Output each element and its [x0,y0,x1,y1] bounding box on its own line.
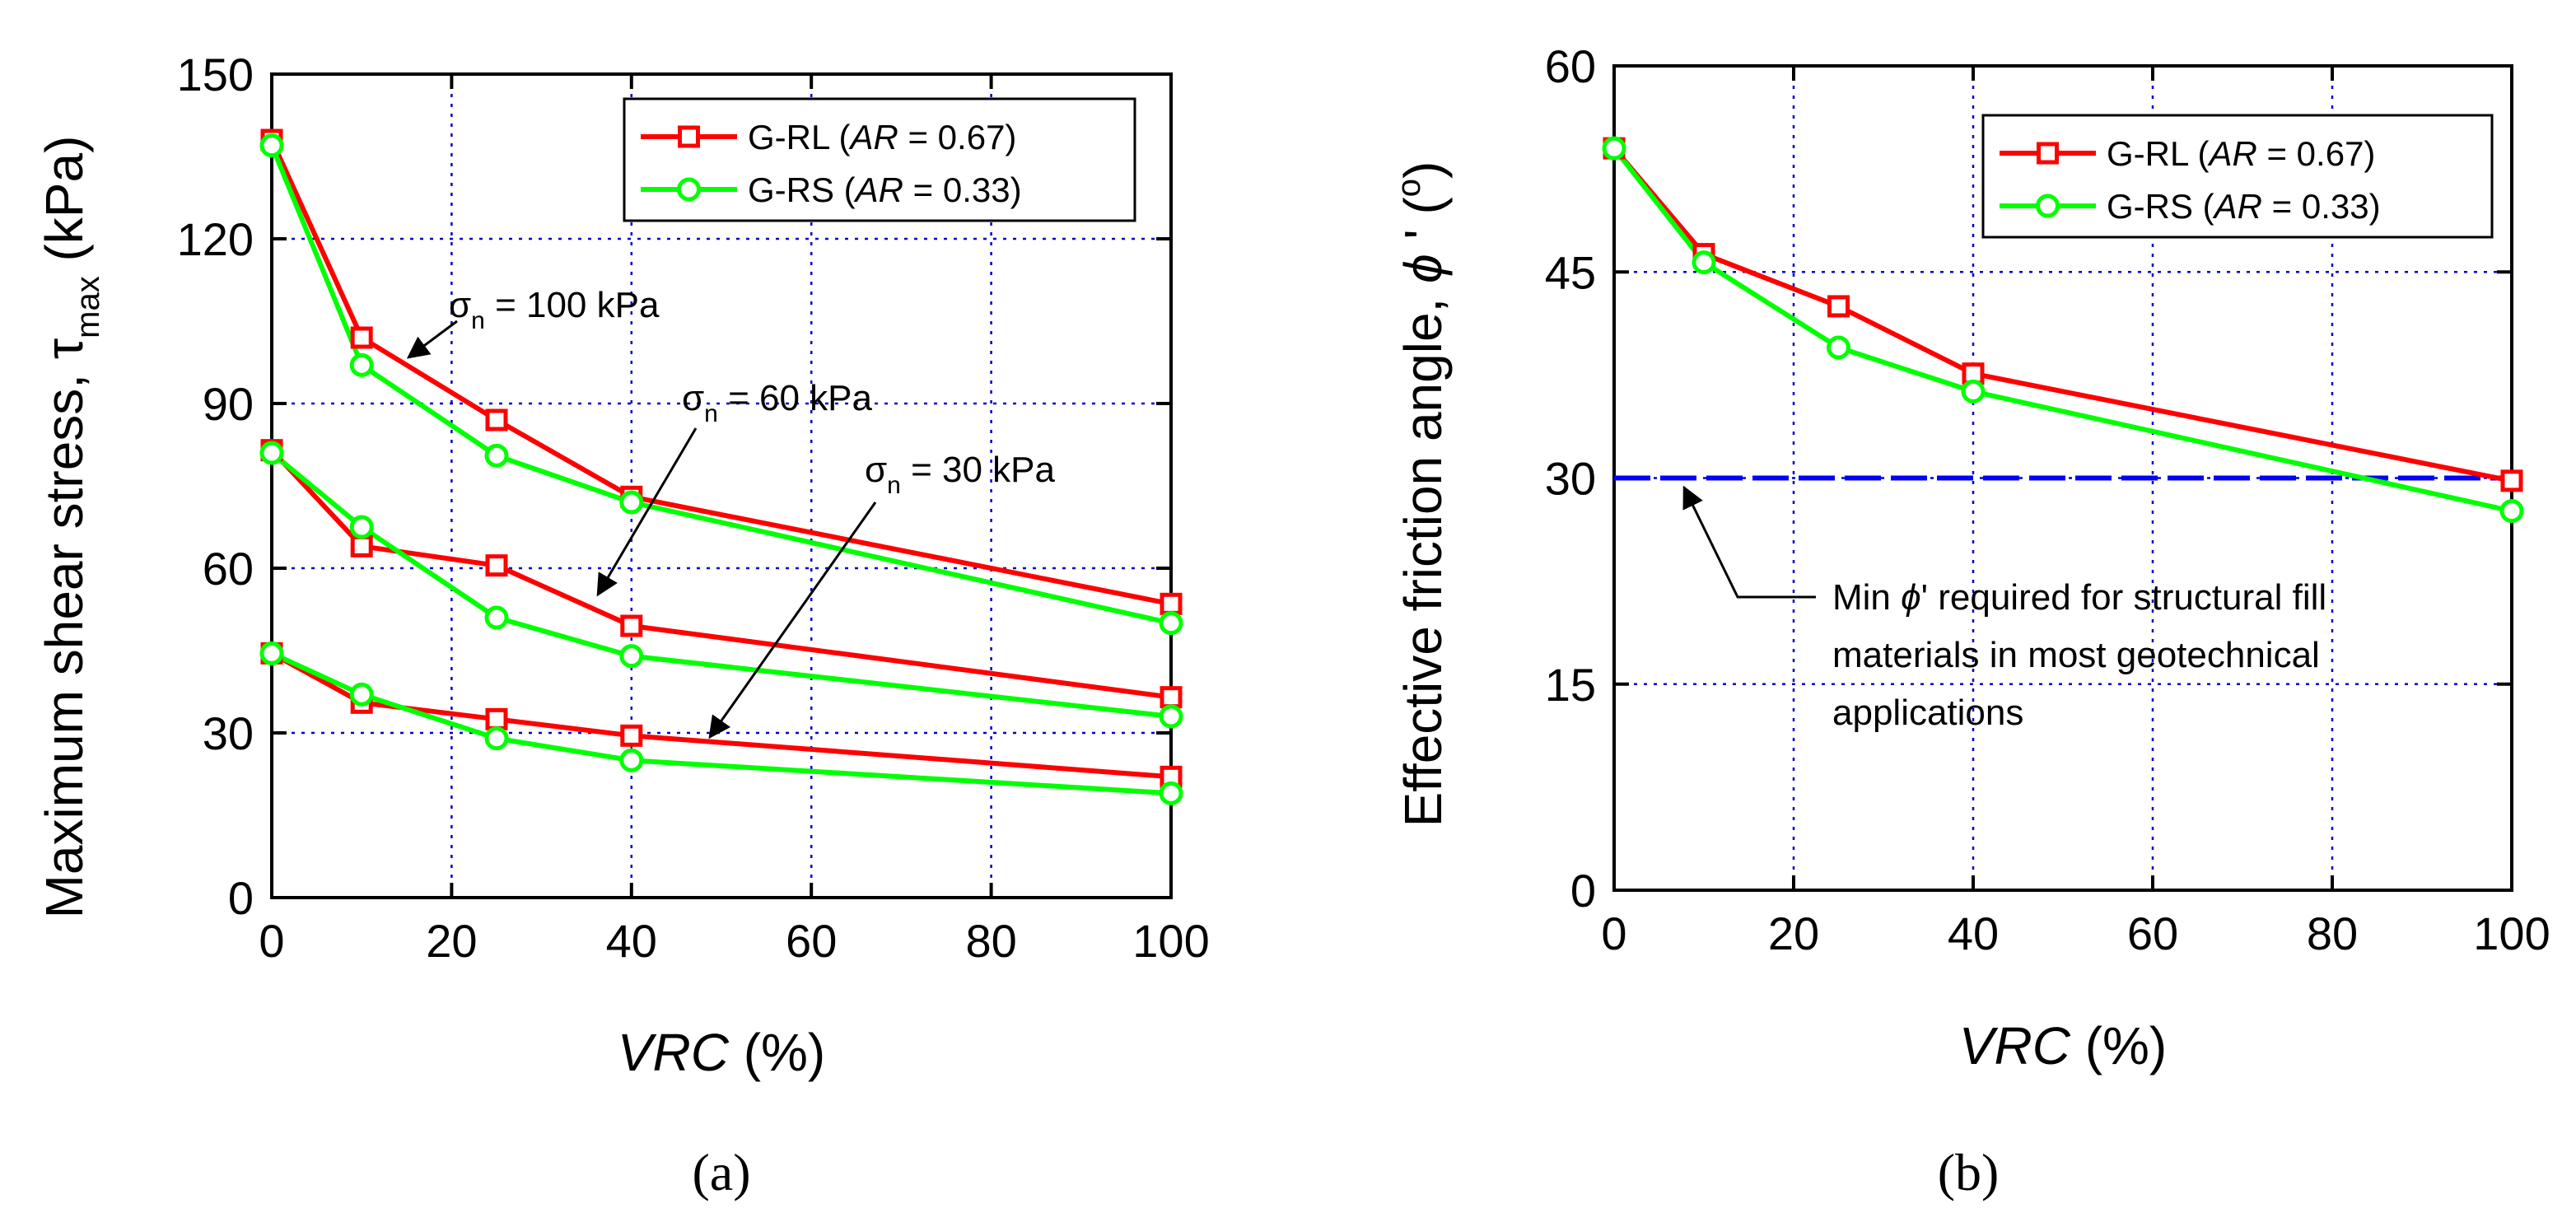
panel-label-a: (a) [692,1143,750,1201]
data-point-circle [619,748,644,772]
data-point-circle [259,441,284,465]
data-point-square [485,707,508,730]
data-point-circle [484,605,509,630]
y-tick-label: 120 [177,213,254,265]
legend-marker-grs-b [2036,194,2060,218]
y-tick-label: 150 [177,49,254,100]
x-tick-label: 100 [2473,907,2550,959]
data-point-circle [1827,335,1850,360]
chart-panel-b: 0 20 40 60 80 100 0 15 30 45 60 G-RL (AR = 0.67) … [1391,40,2550,1201]
legend-label-grl-b: G-RL (AR = 0.67) [2107,134,2375,173]
legend-marker-grl-b [2037,142,2059,165]
series-line-g-rs-5 [270,651,1172,796]
annotation-arrow-60 [596,427,698,597]
data-point-circle [1692,250,1716,275]
series-line-g-rl-4 [270,651,1172,780]
chart-panel-a: 0 20 40 60 80 100 0 30 60 90 120 150 G-RL (AR = 0.… [35,49,1210,1201]
data-point-circle [1961,379,1986,404]
x-tick-label: 80 [965,915,1016,967]
axis-ticks-b [1612,64,2513,892]
series-a [259,128,1183,805]
data-point-circle [349,515,374,539]
y-tick-label: 0 [228,872,254,924]
data-point-square [620,614,643,637]
legend-a: G-RL (AR = 0.67) G-RS (AR = 0.33) [623,97,1136,222]
data-point-circle [484,726,509,751]
legend-marker-grl-a [678,125,700,148]
data-point-square [1827,295,1850,318]
x-axis-title-b: VRC (%) [1959,1016,2167,1075]
x-tick-label: 40 [1948,907,1999,959]
data-point-square [350,534,373,558]
x-tick-labels-b: 0 20 40 60 80 100 [1601,907,2550,959]
data-point-square [1160,686,1183,709]
data-point-circle [2499,499,2524,524]
data-point-circle [1159,781,1183,805]
data-point-square [620,724,643,747]
legend-label-grs-b: G-RS (AR = 0.33) [2107,187,2381,226]
data-point-circle [1159,704,1183,729]
y-tick-label: 30 [203,707,254,759]
data-point-circle [1159,611,1183,636]
x-tick-label: 60 [786,915,837,967]
series-b [1602,136,2524,524]
legend-label-grl-a: G-RL (AR = 0.67) [748,118,1016,156]
y-tick-labels-a: 0 30 60 90 120 150 [177,49,254,924]
y-tick-label: 45 [1545,246,1596,298]
data-point-circle [349,682,374,707]
data-point-square [485,408,508,432]
y-axis-title-b: Effective friction angle, ϕ ' (o) [1391,161,1453,828]
annotation-arrow-100 [406,320,458,359]
annotation-min-phi-line-1: Min ϕ' required for structural fill [1832,577,2326,618]
legend-label-grs-a: G-RS (AR = 0.33) [748,170,1022,209]
y-axis-title-a: Maximum shear stress, τmax (kPa) [35,136,106,919]
x-tick-label: 20 [1768,907,1819,959]
data-point-square [1160,592,1183,615]
data-point-circle [259,133,284,158]
y-tick-label: 0 [1570,865,1596,917]
data-point-circle [349,352,374,377]
data-point-circle [484,443,509,468]
data-point-circle [1602,136,1626,161]
x-tick-label: 0 [259,915,284,967]
y-tick-label: 60 [1545,40,1596,92]
data-point-circle [619,644,644,669]
x-tick-labels-a: 0 20 40 60 80 100 [259,915,1209,967]
annotation-sigma-30: σn = 30 kPa [865,450,1056,499]
annotation-leader-min-phi [1682,485,1816,599]
panel-label-b: (b) [1938,1143,2000,1201]
x-tick-label: 80 [2307,907,2358,959]
legend-b: G-RL (AR = 0.67) G-RS (AR = 0.33) [1981,114,2494,239]
y-tick-label: 60 [203,543,254,595]
data-point-square [2500,469,2523,492]
axis-ticks-a [270,72,1173,899]
legend-box-b [1981,114,2494,239]
y-tick-label: 30 [1545,453,1596,505]
annotation-sigma-100: σn = 100 kPa [449,285,660,334]
plot-area-frame-a [270,72,1173,899]
x-tick-label: 20 [426,915,477,967]
annotation-sigma-60: σn = 60 kPa [682,378,873,427]
legend-marker-grs-a [677,177,701,202]
data-point-circle [259,641,284,665]
annotation-min-phi-line-2: materials in most geotechnical [1832,635,2320,675]
x-tick-label: 0 [1601,907,1626,959]
data-point-circle [619,490,644,515]
x-tick-label: 60 [2127,907,2178,959]
data-point-square [485,554,508,577]
x-axis-title-a: VRC (%) [618,1023,825,1082]
data-point-square [350,326,373,349]
annotation-min-phi-line-3: applications [1832,693,2023,733]
y-tick-label: 15 [1545,659,1596,711]
annotation-arrow-30 [708,502,877,739]
x-tick-label: 40 [606,915,657,967]
legend-box-a [623,97,1136,222]
x-tick-label: 100 [1132,915,1209,967]
y-tick-label: 90 [203,378,254,430]
y-tick-labels-b: 0 15 30 45 60 [1545,40,1596,917]
